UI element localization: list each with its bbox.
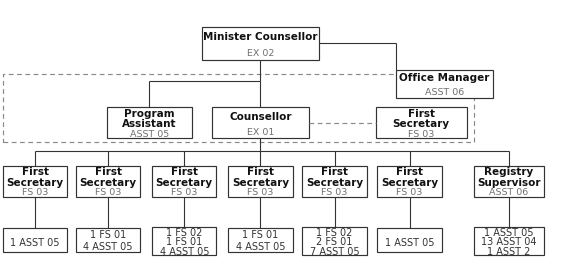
FancyBboxPatch shape xyxy=(3,166,67,197)
FancyBboxPatch shape xyxy=(76,228,140,252)
Text: 4 ASST 05: 4 ASST 05 xyxy=(160,247,209,257)
Text: EX 01: EX 01 xyxy=(247,128,274,137)
Text: First: First xyxy=(321,167,348,177)
Text: First: First xyxy=(247,167,274,177)
FancyBboxPatch shape xyxy=(76,166,140,197)
Text: First: First xyxy=(396,167,423,177)
Text: 1 FS 01: 1 FS 01 xyxy=(90,230,126,240)
Text: 1 ASST 05: 1 ASST 05 xyxy=(385,238,434,248)
FancyBboxPatch shape xyxy=(106,107,192,138)
Text: Assistant: Assistant xyxy=(122,119,177,129)
Text: Supervisor: Supervisor xyxy=(477,177,541,187)
Text: FS 03: FS 03 xyxy=(22,188,49,197)
Text: FS 03: FS 03 xyxy=(396,188,423,197)
FancyBboxPatch shape xyxy=(228,166,292,197)
Text: ASST 06: ASST 06 xyxy=(489,188,529,197)
Text: Program: Program xyxy=(124,109,174,119)
Text: 1 FS 02: 1 FS 02 xyxy=(166,228,202,238)
Text: EX 02: EX 02 xyxy=(247,49,274,58)
FancyBboxPatch shape xyxy=(377,228,442,252)
Text: 1 ASST 05: 1 ASST 05 xyxy=(484,228,534,238)
Text: 1 FS 01: 1 FS 01 xyxy=(242,230,278,240)
FancyBboxPatch shape xyxy=(302,166,367,197)
Text: 1 ASST 05: 1 ASST 05 xyxy=(11,238,60,248)
FancyBboxPatch shape xyxy=(3,228,67,252)
Text: Secretary: Secretary xyxy=(306,177,363,187)
Text: FS 03: FS 03 xyxy=(408,130,435,139)
Text: Secretary: Secretary xyxy=(232,177,289,187)
Text: ASST 06: ASST 06 xyxy=(425,88,464,97)
FancyBboxPatch shape xyxy=(474,227,544,255)
Text: Counsellor: Counsellor xyxy=(229,112,291,122)
Text: Secretary: Secretary xyxy=(156,177,213,187)
Text: First: First xyxy=(95,167,122,177)
FancyBboxPatch shape xyxy=(302,227,367,255)
Text: Secretary: Secretary xyxy=(80,177,137,187)
FancyBboxPatch shape xyxy=(152,227,216,255)
Text: ASST 05: ASST 05 xyxy=(129,130,169,139)
Text: 1 ASST 2: 1 ASST 2 xyxy=(487,247,531,257)
Text: Office Manager: Office Manager xyxy=(400,73,490,83)
Text: Registry: Registry xyxy=(484,167,534,177)
FancyBboxPatch shape xyxy=(474,166,544,197)
FancyBboxPatch shape xyxy=(202,27,319,60)
Text: 1 FS 02: 1 FS 02 xyxy=(316,228,353,238)
Text: 2 FS 01: 2 FS 01 xyxy=(316,237,353,247)
FancyBboxPatch shape xyxy=(228,228,292,252)
Text: Secretary: Secretary xyxy=(6,177,64,187)
FancyBboxPatch shape xyxy=(212,107,309,138)
FancyBboxPatch shape xyxy=(376,107,467,138)
Text: 4 ASST 05: 4 ASST 05 xyxy=(84,242,133,252)
FancyBboxPatch shape xyxy=(397,70,493,98)
FancyBboxPatch shape xyxy=(152,166,216,197)
Text: FS 03: FS 03 xyxy=(171,188,198,197)
Text: 7 ASST 05: 7 ASST 05 xyxy=(310,247,359,257)
Text: FS 03: FS 03 xyxy=(247,188,274,197)
Text: Secretary: Secretary xyxy=(393,119,450,129)
Text: Minister Counsellor: Minister Counsellor xyxy=(203,32,318,42)
Text: 4 ASST 05: 4 ASST 05 xyxy=(236,242,285,252)
Text: FS 03: FS 03 xyxy=(95,188,122,197)
Text: Secretary: Secretary xyxy=(381,177,438,187)
Text: First: First xyxy=(171,167,198,177)
Text: 1 FS 01: 1 FS 01 xyxy=(166,237,202,247)
Text: First: First xyxy=(408,109,435,119)
Text: 13 ASST 04: 13 ASST 04 xyxy=(481,237,536,247)
Text: First: First xyxy=(22,167,49,177)
Text: FS 03: FS 03 xyxy=(321,188,348,197)
FancyBboxPatch shape xyxy=(377,166,442,197)
